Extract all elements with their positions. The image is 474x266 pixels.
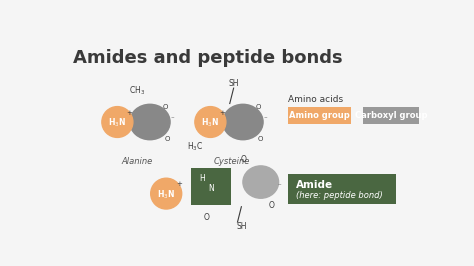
Circle shape [151, 178, 182, 209]
Text: O: O [203, 213, 210, 222]
Text: O: O [164, 136, 170, 142]
Circle shape [102, 107, 133, 138]
Text: H$_3$N: H$_3$N [109, 117, 126, 129]
Text: +: + [126, 110, 132, 116]
Text: SH: SH [228, 79, 239, 88]
FancyBboxPatch shape [363, 107, 419, 124]
FancyBboxPatch shape [191, 168, 231, 205]
Text: Amide: Amide [296, 180, 333, 190]
Text: CH$_3$: CH$_3$ [128, 85, 145, 97]
Text: ⁻: ⁻ [278, 184, 282, 190]
Text: H$_3$C: H$_3$C [187, 140, 203, 153]
Ellipse shape [130, 104, 170, 140]
Text: Alanine: Alanine [121, 157, 152, 167]
Text: H: H [199, 174, 205, 184]
Text: O: O [163, 104, 168, 110]
Text: O: O [241, 155, 246, 164]
Text: H$_3$N: H$_3$N [157, 188, 175, 201]
Text: SH: SH [236, 222, 246, 231]
Text: N: N [208, 184, 214, 193]
Ellipse shape [243, 166, 279, 198]
Text: Amides and peptide bonds: Amides and peptide bonds [73, 49, 343, 67]
Text: Amino group: Amino group [289, 111, 350, 120]
Text: Cysteine: Cysteine [214, 157, 250, 167]
Text: +: + [176, 181, 182, 187]
Ellipse shape [223, 104, 263, 140]
Text: Amino acids: Amino acids [288, 95, 343, 104]
Text: ⁻: ⁻ [170, 116, 174, 122]
Text: O: O [256, 104, 261, 110]
Text: +: + [219, 110, 225, 116]
Text: H$_3$N: H$_3$N [201, 117, 219, 129]
Text: O: O [257, 136, 263, 142]
Text: (here: peptide bond): (here: peptide bond) [296, 190, 383, 200]
FancyBboxPatch shape [288, 174, 396, 204]
FancyBboxPatch shape [288, 107, 351, 124]
Circle shape [195, 107, 226, 138]
Text: ⁻: ⁻ [263, 116, 267, 122]
Text: O: O [269, 201, 274, 210]
Text: Carboxyl group: Carboxyl group [355, 111, 427, 120]
